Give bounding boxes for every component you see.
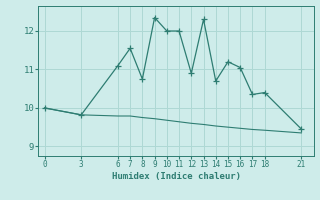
X-axis label: Humidex (Indice chaleur): Humidex (Indice chaleur): [111, 172, 241, 181]
